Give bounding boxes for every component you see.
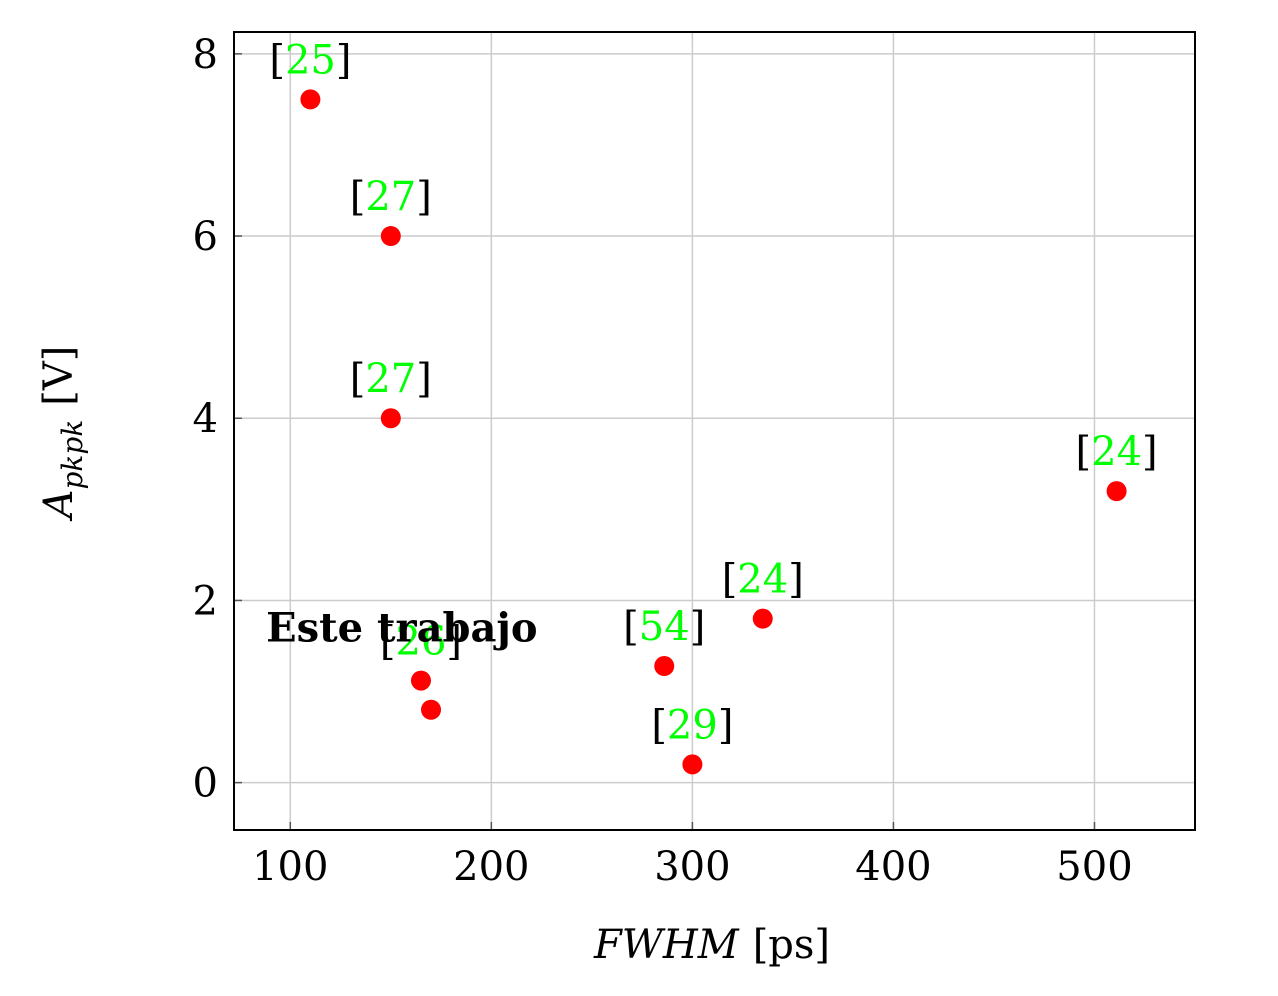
reference-number: 24: [737, 557, 788, 603]
data-point: [1106, 481, 1127, 502]
data-point: [752, 608, 773, 629]
x-tick-label: 100: [252, 844, 328, 890]
y-tick-labels: 0 2 4 6 8: [193, 32, 218, 807]
grid-lines: [234, 32, 1195, 830]
data-point: [682, 754, 703, 775]
x-axis-symbol: FWHM: [593, 922, 740, 968]
reference-label: [27]: [350, 356, 432, 402]
data-point: [421, 699, 442, 720]
data-point: [654, 656, 675, 677]
x-tick-label: 400: [855, 844, 931, 890]
reference-number: 26: [396, 619, 447, 665]
reference-label: [24]: [1076, 429, 1158, 475]
y-tick-label: 0: [193, 761, 218, 807]
reference-label: [24]: [722, 557, 804, 603]
x-tick-labels: 100 200 300 400 500: [252, 844, 1133, 890]
reference-label: [29]: [651, 702, 733, 748]
data-point: [410, 670, 431, 691]
y-tick-label: 8: [193, 32, 218, 78]
y-tick-label: 4: [193, 396, 218, 442]
plot-frame: [233, 31, 1196, 831]
y-axis-label: Apkpk [V]: [36, 346, 89, 523]
axis-ticks: [234, 53, 1096, 830]
reference-label: [25]: [269, 37, 351, 83]
x-tick-label: 300: [654, 844, 730, 890]
y-axis-subscript: pkpk: [56, 420, 89, 490]
x-axis-label: FWHM [ps]: [593, 922, 830, 968]
data-point: [300, 89, 321, 110]
y-axis-unit: [V]: [36, 346, 82, 406]
x-tick-label: 500: [1056, 844, 1132, 890]
data-point: [380, 408, 401, 429]
reference-number: 54: [639, 604, 690, 650]
y-axis-symbol: A: [36, 490, 82, 523]
reference-number: 24: [1091, 429, 1142, 475]
y-tick-label: 6: [193, 214, 218, 260]
reference-labels: [25] [27] [27] [24] [24] [54] [26] [29]: [269, 37, 1157, 748]
y-tick-label: 2: [193, 578, 218, 624]
reference-number: 27: [365, 356, 416, 402]
reference-number: 25: [285, 37, 336, 83]
x-axis-unit: [ps]: [753, 922, 830, 968]
reference-label: [54]: [623, 604, 705, 650]
reference-number: 27: [365, 174, 416, 220]
reference-label: [27]: [350, 174, 432, 220]
data-point: [380, 226, 401, 247]
reference-number: 29: [667, 702, 718, 748]
x-tick-label: 200: [453, 844, 529, 890]
annotations: Este trabajo: [266, 604, 537, 651]
reference-label: [26]: [380, 619, 462, 665]
data-points: [300, 89, 1127, 775]
annotation-este-trabajo: Este trabajo: [266, 604, 537, 651]
